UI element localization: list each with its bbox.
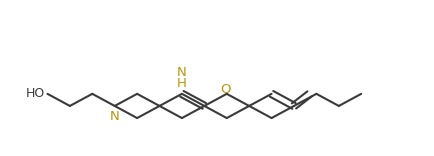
Text: O: O bbox=[220, 83, 230, 96]
Text: N: N bbox=[109, 110, 119, 123]
Text: N
H: N H bbox=[177, 66, 187, 90]
Text: HO: HO bbox=[25, 87, 44, 100]
